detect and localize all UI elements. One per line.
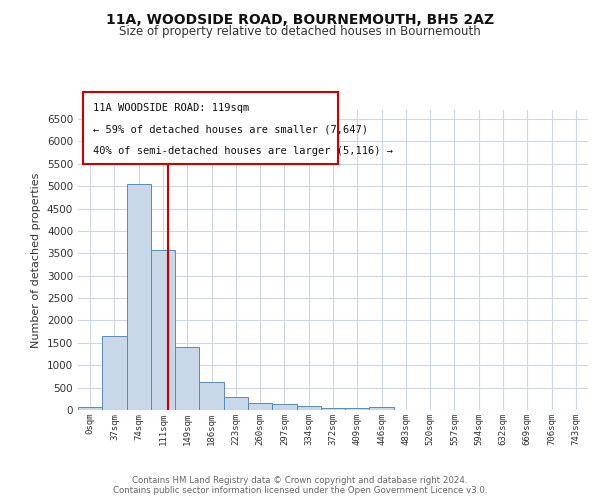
Bar [224, 396, 248, 410]
Text: Contains public sector information licensed under the Open Government Licence v3: Contains public sector information licen… [113, 486, 487, 495]
Bar [78, 406, 102, 410]
Bar [321, 408, 345, 410]
Text: ← 59% of detached houses are smaller (7,647): ← 59% of detached houses are smaller (7,… [94, 124, 368, 134]
Text: 40% of semi-detached houses are larger (5,116) →: 40% of semi-detached houses are larger (… [94, 146, 394, 156]
Y-axis label: Number of detached properties: Number of detached properties [31, 172, 41, 348]
Bar [370, 408, 394, 410]
Bar [151, 250, 175, 410]
Bar [199, 382, 224, 410]
Bar [248, 403, 272, 410]
Bar [296, 406, 321, 410]
Bar [102, 336, 127, 410]
Text: 11A WOODSIDE ROAD: 119sqm: 11A WOODSIDE ROAD: 119sqm [94, 103, 250, 113]
Bar [175, 348, 199, 410]
Text: Contains HM Land Registry data © Crown copyright and database right 2024.: Contains HM Land Registry data © Crown c… [132, 476, 468, 485]
FancyBboxPatch shape [83, 92, 338, 164]
Text: 11A, WOODSIDE ROAD, BOURNEMOUTH, BH5 2AZ: 11A, WOODSIDE ROAD, BOURNEMOUTH, BH5 2AZ [106, 12, 494, 26]
Bar [345, 408, 370, 410]
Bar [127, 184, 151, 410]
Bar [272, 404, 296, 410]
Text: Size of property relative to detached houses in Bournemouth: Size of property relative to detached ho… [119, 25, 481, 38]
